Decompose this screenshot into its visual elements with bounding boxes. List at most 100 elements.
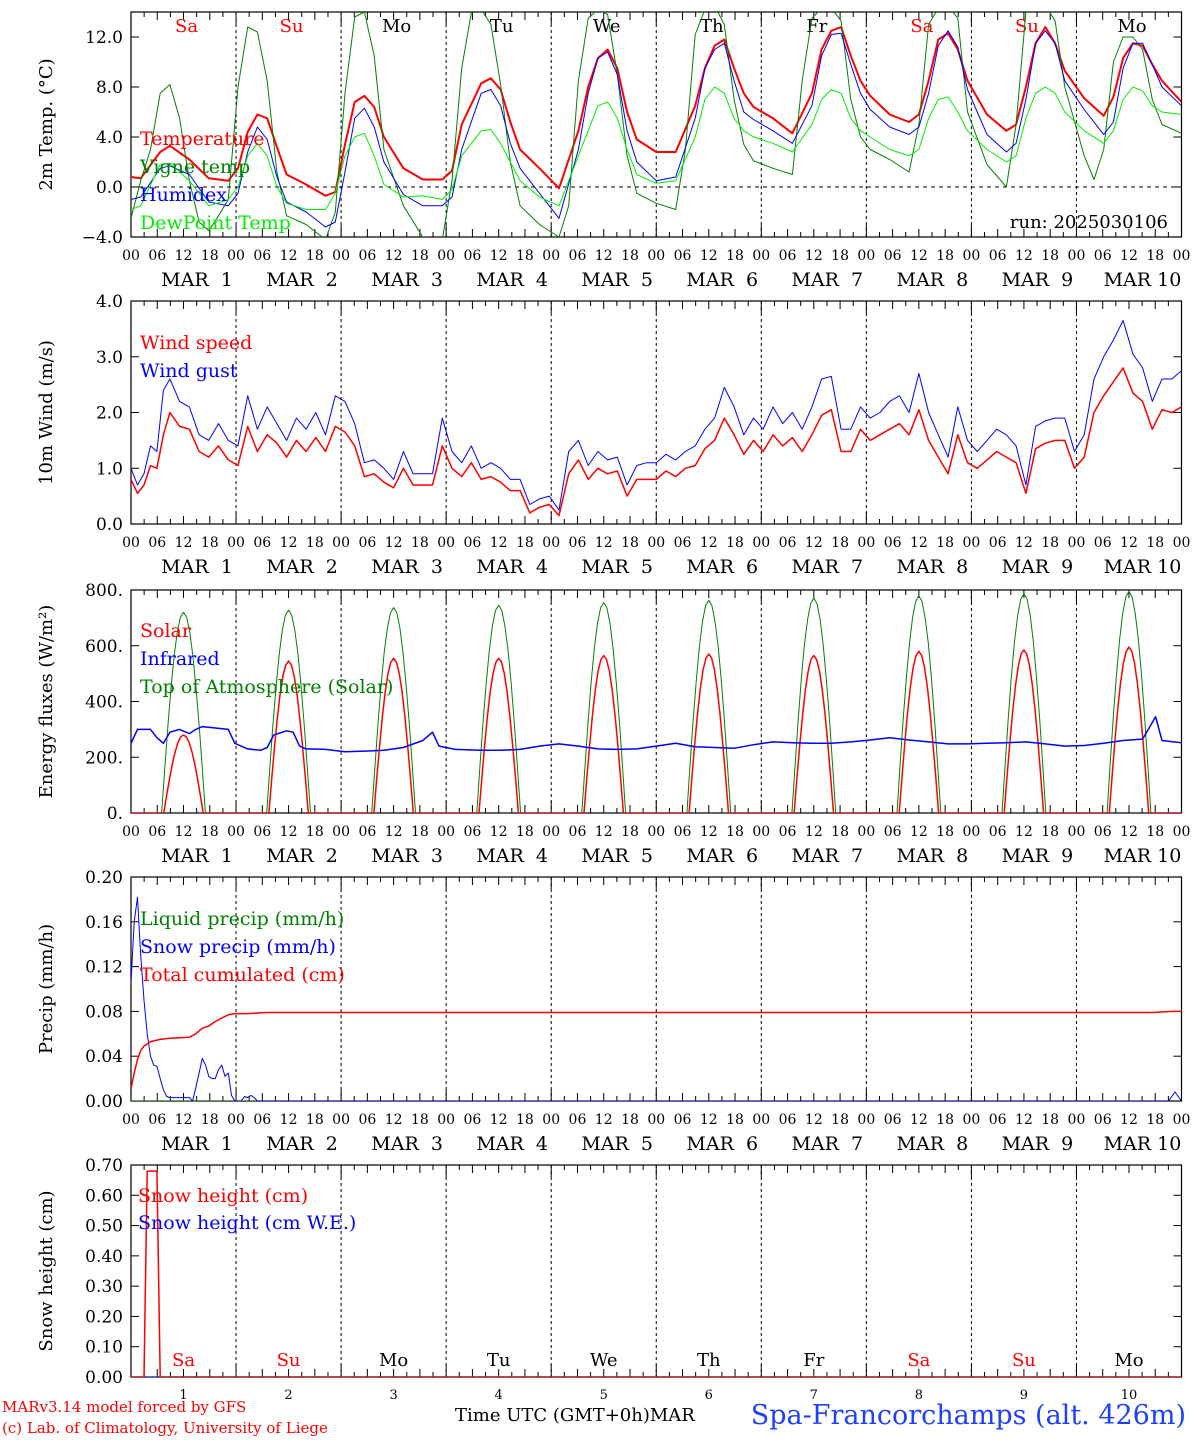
hour-tick-label: 00: [332, 1112, 350, 1128]
hour-tick-label: 18: [1146, 824, 1164, 840]
hour-tick-label: 00: [332, 535, 350, 551]
series-line-temperature: [131, 26, 1182, 197]
hour-tick-label: 12: [910, 248, 928, 264]
hour-tick-label: 06: [779, 1112, 797, 1128]
hour-tick-label: 00: [752, 1112, 770, 1128]
legend-entry: Snow height (cm): [138, 1185, 308, 1207]
hour-tick-label: 12: [910, 1112, 928, 1128]
series-group: [131, 590, 1182, 813]
hour-tick-label: 18: [411, 248, 429, 264]
hour-tick-label: 00: [1068, 1112, 1086, 1128]
date-label: MAR 9: [1002, 1133, 1074, 1155]
hour-tick-label: 06: [463, 535, 481, 551]
hour-tick-label: 18: [831, 824, 849, 840]
y-tick-label: 800.: [85, 581, 123, 601]
hour-tick-label: 18: [516, 824, 534, 840]
hour-tick-label: 12: [700, 824, 718, 840]
hour-tick-label: 00: [332, 248, 350, 264]
hour-tick-label: 06: [569, 1112, 587, 1128]
hour-tick-label: 18: [411, 535, 429, 551]
hour-tick-label: 18: [306, 535, 324, 551]
hour-tick-label: 12: [910, 824, 928, 840]
legend-entry: Wind speed: [140, 332, 252, 354]
plot-frame: [130, 300, 1183, 525]
panel-1: −4.0 0.0 4.0 8.0 12.0 2m Temp. (°C) 00 06 12 18 MA…: [36, 11, 1190, 291]
hour-tick-label: 06: [463, 248, 481, 264]
date-label: MAR 1: [161, 1133, 233, 1155]
weekday-label: Mo: [1114, 1350, 1143, 1371]
hour-tick-label: 12: [700, 535, 718, 551]
hour-tick-label: 06: [1094, 1112, 1112, 1128]
hour-tick-label: 12: [280, 248, 298, 264]
date-label: MAR 2: [266, 556, 338, 578]
hour-tick-label: 12: [595, 1112, 613, 1128]
hour-tick-label: 00: [647, 824, 665, 840]
series-group: [131, 1170, 1182, 1377]
hour-tick-label: 00: [752, 248, 770, 264]
series-line-dewpoint-temp: [131, 86, 1182, 210]
hour-tick-label: 18: [621, 1112, 639, 1128]
y-tick-label: 2.0: [96, 404, 123, 424]
date-label: MAR 4: [476, 556, 548, 578]
hour-tick-label: 18: [1146, 248, 1164, 264]
weekday-label: Th: [700, 16, 724, 37]
y-tick-label: 0.20: [85, 1307, 123, 1327]
hour-tick-label: 06: [884, 248, 902, 264]
hour-tick-label: 00: [857, 1112, 875, 1128]
hour-tick-label: 00: [437, 248, 455, 264]
series-line-total-cumulated-cm: [131, 1010, 1182, 1089]
weekday-label: We: [590, 1350, 618, 1371]
hour-tick-label: 00: [332, 824, 350, 840]
date-label: MAR 8: [897, 1133, 969, 1155]
hour-tick-label: 18: [936, 824, 954, 840]
hour-tick-label: 18: [201, 824, 219, 840]
date-label: MAR 3: [371, 556, 443, 578]
day-number-label: 4: [495, 1388, 503, 1403]
hour-tick-label: 18: [621, 248, 639, 264]
hour-tick-label: 12: [1120, 824, 1138, 840]
hour-tick-label: 06: [358, 535, 376, 551]
y-tick-label: 3.0: [96, 348, 123, 368]
date-label: MAR 7: [791, 269, 863, 291]
series-group: [131, 320, 1182, 517]
hour-tick-label: 06: [148, 248, 166, 264]
series-group: [131, 896, 1182, 1101]
hour-tick-label: 06: [463, 824, 481, 840]
date-label: MAR 2: [266, 1133, 338, 1155]
date-label: MAR 5: [581, 845, 653, 867]
weekday-label: Tu: [490, 16, 514, 37]
hour-tick-label: 18: [306, 1112, 324, 1128]
y-tick-label: 0.60: [85, 1186, 123, 1206]
hour-tick-label: 00: [122, 1112, 140, 1128]
hour-tick-label: 18: [201, 248, 219, 264]
date-label: MAR 8: [897, 556, 969, 578]
date-label: MAR 9: [1002, 845, 1074, 867]
y-tick-label: 1.0: [96, 459, 123, 479]
hour-tick-label: 06: [1094, 535, 1112, 551]
hour-tick-label: 18: [516, 248, 534, 264]
hour-tick-label: 18: [936, 535, 954, 551]
hour-tick-label: 12: [805, 1112, 823, 1128]
date-label: MAR 5: [581, 269, 653, 291]
hour-tick-label: 18: [726, 535, 744, 551]
hour-tick-label: 18: [411, 1112, 429, 1128]
weekday-label: Su: [277, 1350, 301, 1371]
panel-3: 0. 200. 400. 600. 800. Energy fluxes (W/m²) 00…: [36, 581, 1190, 867]
hour-tick-label: 12: [175, 248, 193, 264]
weekday-label: Su: [1012, 1350, 1036, 1371]
y-axis-label: Snow height (cm): [36, 1190, 57, 1351]
panel-4: 0.00 0.04 0.08 0.12 0.16 0.20 Precip (mm/h) 00 0…: [36, 868, 1190, 1155]
date-label: MAR 3: [371, 1133, 443, 1155]
hour-tick-label: 18: [1041, 248, 1059, 264]
date-label: MAR 2: [266, 269, 338, 291]
weekday-label: Sa: [172, 1350, 195, 1371]
date-label: MAR 3: [371, 269, 443, 291]
hour-tick-label: 12: [595, 824, 613, 840]
hour-tick-label: 00: [752, 535, 770, 551]
y-tick-label: 0.16: [85, 913, 123, 933]
date-label: MAR 4: [476, 1133, 548, 1155]
hour-tick-label: 00: [437, 535, 455, 551]
date-label: MAR 8: [897, 845, 969, 867]
legend-entry: Liquid precip (mm/h): [140, 908, 344, 930]
y-tick-label: 600.: [85, 637, 123, 657]
